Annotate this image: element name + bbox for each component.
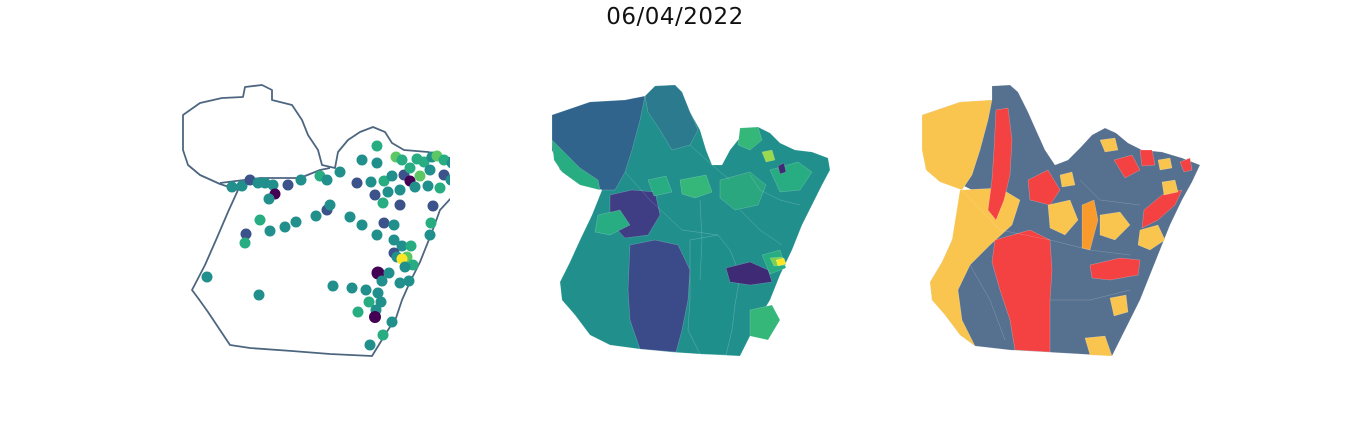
- viridis-choropleth: [551, 84, 831, 357]
- region-indigo-big: [627, 239, 691, 353]
- region-green-mid: [719, 171, 767, 211]
- region-red-corridor: [987, 107, 1013, 221]
- region-red-coast-2: [1139, 149, 1156, 167]
- region-green-south-1: [749, 304, 781, 341]
- region-dark-south: [725, 261, 773, 286]
- region-yellow-east-1: [1099, 211, 1131, 241]
- region-red-central: [991, 229, 1053, 353]
- region-yellow-center-small: [1059, 171, 1076, 188]
- region-yellow-south-2: [1084, 335, 1113, 357]
- region-green-strip: [551, 139, 601, 191]
- data-points: [201, 140, 450, 351]
- region-dark-coast: [777, 162, 787, 175]
- region-yellow-south-1: [1109, 294, 1129, 317]
- region-red-mid: [1027, 169, 1061, 206]
- municipal-borders: [624, 144, 801, 281]
- category-choropleth: [921, 84, 1201, 357]
- figure-title: 06/04/2022: [606, 4, 744, 30]
- region-west-green-2: [679, 174, 713, 199]
- region-lime-coast: [761, 149, 776, 163]
- region-yellow-northwest: [921, 99, 993, 191]
- region-teal-east: [687, 234, 741, 356]
- region-yellow-coast-2: [1157, 157, 1173, 171]
- region-yellow: [775, 257, 787, 267]
- region-north-corridor: [644, 84, 699, 151]
- region-yellow-west: [929, 187, 1021, 347]
- points-map: [182, 84, 450, 357]
- region-red-east-1: [1141, 189, 1183, 229]
- region-green-west: [594, 209, 631, 236]
- region-yellow-coast-3: [1161, 179, 1179, 196]
- region-yellow-coast-1: [1099, 137, 1119, 153]
- municipal-borders: [961, 179, 1141, 341]
- region-orange: [1081, 199, 1099, 251]
- region-red-coast-1: [1113, 154, 1141, 179]
- region-yellow-east-2: [1137, 224, 1166, 251]
- region-west-green-3: [647, 175, 673, 197]
- region-red-east-2: [1089, 257, 1141, 281]
- region-yellow-center: [1047, 199, 1079, 236]
- region-red-coast-3: [1179, 157, 1193, 173]
- region-green-east-1: [737, 126, 763, 151]
